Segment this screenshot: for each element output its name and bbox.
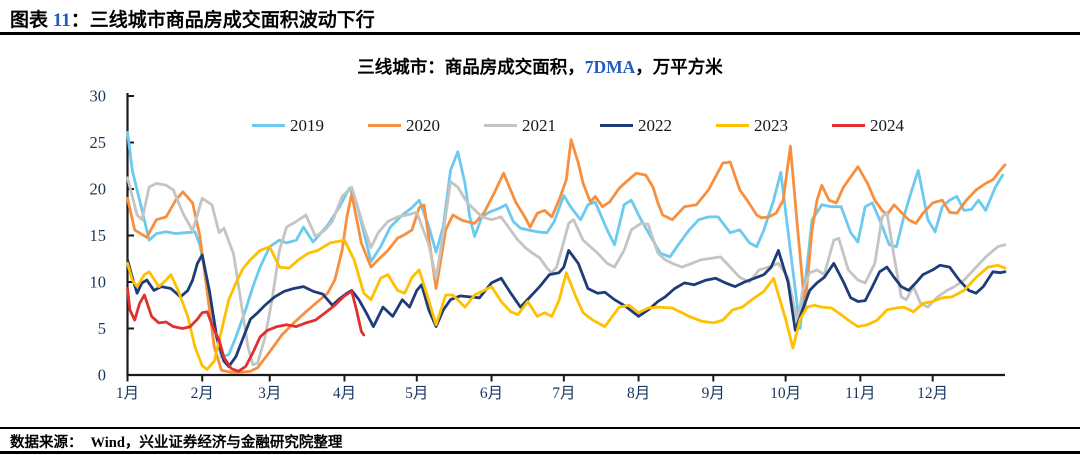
y-axis-label: 30 [90,87,107,106]
chart-title-highlight: 7DMA [584,57,636,77]
x-axis-label: 6月 [480,385,503,402]
x-axis-label: 1月 [116,385,139,402]
series-line-2021 [126,176,1007,367]
legend-swatch-2022 [600,123,633,128]
legend-swatch-2020 [368,123,401,128]
legend-swatch-2023 [716,123,749,128]
legend-label-2019: 2019 [290,116,324,135]
series-line-2019 [126,130,1004,359]
y-axis-label: 15 [90,226,107,245]
series-line-2024 [126,287,366,373]
legend-label-2022: 2022 [638,116,672,135]
y-axis-label: 0 [98,366,106,385]
x-axis-label: 10月 [770,385,801,402]
legend-swatch-2019 [252,123,285,128]
x-axis-label: 7月 [552,385,575,402]
figure-header-text: ：三线城市商品房成交面积波动下行 [70,10,375,31]
footer-divider-bottom [0,451,1080,454]
y-axis-label: 25 [90,133,107,152]
legend-item-2019: 2019 [252,117,324,134]
x-axis-label: 8月 [627,385,650,402]
legend-swatch-2024 [832,123,865,128]
series-line-2023 [126,238,1007,371]
figure-header: 图表 11：三线城市商品房成交面积波动下行 [10,5,375,32]
footer-divider-top [0,427,1080,429]
y-axis-label: 20 [90,180,107,199]
legend-item-2024: 2024 [832,117,904,134]
x-axis-label: 11月 [845,385,875,402]
legend-item-2021: 2021 [484,117,556,134]
legend-label-2024: 2024 [870,116,904,135]
legend-label-2023: 2023 [754,116,788,135]
x-axis-label: 12月 [917,385,948,402]
chart-title-part1: 三线城市：商品房成交面积， [357,57,585,77]
y-axis-label: 10 [90,273,107,292]
x-axis-label: 2月 [191,385,214,402]
y-axis-label: 5 [98,319,106,338]
x-axis-label: 4月 [333,385,356,402]
data-source-text: Wind，兴业证券经济与金融研究院整理 [90,435,343,451]
legend-item-2022: 2022 [600,117,672,134]
figure-number: 11 [52,10,71,31]
legend-item-2020: 2020 [368,117,440,134]
legend-swatch-2021 [484,123,517,128]
legend-label-2020: 2020 [406,116,440,135]
chart-title-part2: ，万平方米 [635,57,723,77]
figure-header-prefix: 图表 [10,10,53,31]
x-axis-label: 5月 [405,385,428,402]
legend-label-2021: 2021 [522,116,556,135]
data-source-label: 数据来源： [10,435,83,451]
series-line-2022 [126,248,1007,369]
data-source-note: 数据来源： Wind，兴业证券经济与金融研究院整理 [10,431,342,452]
legend-item-2023: 2023 [716,117,788,134]
x-axis-label: 9月 [702,385,725,402]
x-axis-label: 3月 [258,385,281,402]
chart-title: 三线城市：商品房成交面积，7DMA，万平方米 [0,54,1080,79]
header-divider [0,32,1080,35]
chart-legend: 2019 2020 2021 2022 2023 2024 [252,117,904,134]
